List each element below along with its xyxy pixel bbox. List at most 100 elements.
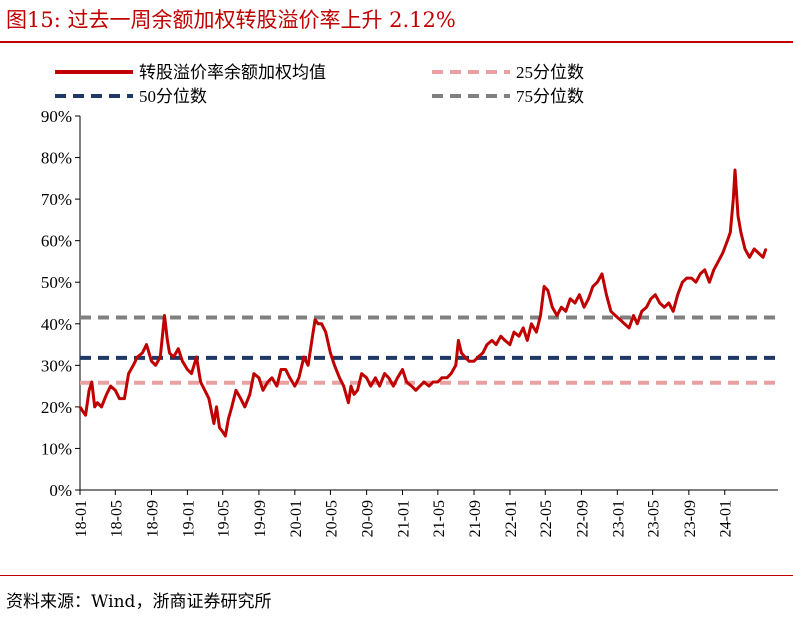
series-point	[504, 339, 506, 342]
series-point	[441, 376, 443, 379]
series-point	[518, 335, 520, 338]
x-tick-label: 18-05	[108, 500, 125, 537]
x-tick-label: 23-01	[610, 500, 627, 537]
series-point	[311, 335, 314, 338]
y-tick-label: 90%	[41, 107, 72, 126]
series-point	[446, 376, 448, 379]
series-point	[601, 273, 603, 275]
series-point	[186, 368, 189, 371]
series-point	[667, 302, 670, 304]
x-tick-label: 22-09	[574, 500, 591, 537]
series-point	[195, 356, 198, 358]
series-point	[583, 306, 585, 309]
series-point	[81, 410, 84, 412]
series-point	[436, 381, 439, 383]
series-point	[596, 281, 599, 284]
y-tick-label: 60%	[41, 232, 72, 251]
series-point	[543, 285, 545, 288]
x-tick-label: 24-01	[718, 500, 735, 537]
series-point	[168, 352, 171, 354]
series-point	[587, 297, 590, 300]
series-point	[695, 281, 697, 284]
series-point	[224, 435, 227, 437]
series-point	[658, 302, 661, 304]
series-point	[262, 389, 264, 392]
x-tick-label: 21-05	[431, 500, 448, 537]
series-point	[592, 285, 594, 288]
series-point	[88, 389, 90, 392]
series-point	[90, 381, 93, 383]
series-point	[141, 352, 144, 354]
series-point	[127, 372, 130, 375]
series-point	[509, 343, 511, 346]
series-point	[163, 314, 166, 317]
series-point	[685, 277, 688, 279]
series-point	[227, 418, 230, 421]
series-point	[215, 406, 218, 408]
series-point	[574, 302, 576, 304]
series-point	[614, 314, 617, 317]
series-point	[159, 356, 162, 358]
series-point	[221, 430, 224, 433]
series-point	[414, 389, 417, 392]
series-point	[396, 376, 399, 379]
series-point	[239, 397, 242, 400]
series-point	[619, 318, 621, 321]
series-point	[740, 231, 742, 234]
series-point	[298, 376, 300, 379]
series-point	[307, 364, 309, 367]
source-rule	[0, 575, 793, 576]
series-point	[100, 406, 103, 408]
series-point	[681, 281, 684, 284]
y-tick-label: 40%	[41, 315, 72, 334]
series-point	[276, 385, 278, 387]
series-point	[703, 268, 706, 271]
x-tick-label: 20-05	[323, 500, 340, 537]
series-point	[105, 393, 108, 396]
series-point	[672, 310, 675, 313]
series-point	[732, 198, 735, 201]
series-point	[432, 381, 434, 383]
series-point	[460, 352, 463, 354]
series-point	[79, 406, 81, 408]
series-point	[468, 360, 470, 363]
series-point	[526, 339, 529, 342]
x-tick-label: 21-09	[467, 500, 484, 537]
series-point	[676, 293, 679, 296]
series-point	[356, 389, 359, 392]
series-point	[654, 293, 657, 296]
series-point	[320, 322, 323, 325]
x-tick-label: 19-01	[180, 500, 197, 537]
series-point	[454, 364, 457, 367]
series-point	[109, 385, 112, 387]
series-point	[342, 385, 345, 387]
series-point	[383, 372, 386, 375]
series-point	[473, 360, 475, 363]
series-point	[266, 381, 269, 383]
series-point	[350, 385, 352, 387]
series-point	[499, 335, 502, 338]
series-point	[118, 397, 121, 400]
series-point	[324, 331, 327, 333]
series-point	[365, 376, 368, 379]
series-point	[166, 339, 169, 342]
series-point	[248, 393, 251, 396]
x-tick-label: 21-01	[396, 500, 413, 537]
series-point	[744, 248, 746, 250]
series-point	[482, 352, 484, 354]
series-point	[495, 343, 497, 346]
series-point	[132, 364, 135, 367]
series-point	[280, 368, 282, 371]
series-point	[486, 343, 488, 346]
series-point	[491, 339, 493, 342]
x-tick-label: 20-01	[288, 500, 305, 537]
y-tick-label: 10%	[41, 439, 72, 458]
series-point	[712, 268, 715, 271]
series-point	[333, 364, 336, 367]
series-point	[569, 297, 572, 300]
series-point	[293, 385, 296, 387]
y-tick-label: 20%	[41, 398, 72, 417]
series-point	[199, 381, 202, 383]
series-point	[535, 331, 538, 333]
series-point	[645, 306, 648, 309]
